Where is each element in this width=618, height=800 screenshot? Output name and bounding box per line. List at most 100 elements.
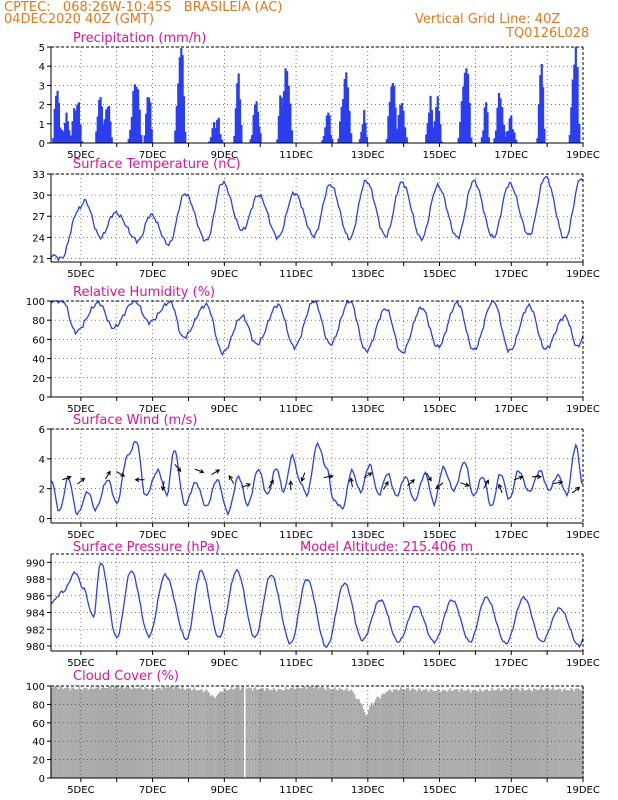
cloud-bar [514,688,517,778]
wind-arrow-head [120,472,126,477]
precip-bar [98,99,101,143]
cloud-bar [500,691,502,778]
wind-vector [62,475,72,481]
precip-bar [399,105,402,143]
wind-xtick-label: 9DEC [211,530,238,541]
cloud-bar [184,690,187,778]
precip-bar [217,117,220,143]
cloud-bar [209,696,212,778]
precip-bar [510,115,513,143]
cloud-bar [129,688,132,778]
precip-bar [279,95,282,143]
cloud-bar [413,688,415,778]
wind-ytick-label: 6 [39,425,45,436]
precip-bar [132,91,135,143]
cloud-bar [544,688,547,778]
cloud-bar [444,690,447,778]
cloud-bar [181,686,184,778]
cloud-bar [534,689,536,778]
precip-bar [568,134,571,143]
temp-xtick-label: 13DEC [351,269,385,280]
precip-bar [388,101,392,143]
cloud-bar [537,690,539,778]
cloud-xtick-label: 15DEC [423,785,457,796]
cloud-bar [287,689,290,778]
cloud-xtick-label: 17DEC [494,785,528,796]
precip-bar [402,110,405,143]
cloud-bar [290,687,293,778]
cloud-bar [525,689,528,778]
wind-arrow-shaft [268,480,274,489]
precip-xtick-label: 11DEC [279,150,313,161]
cloud-bar [263,690,266,778]
cloud-bar [205,689,208,778]
wind-arrow-shaft [162,481,165,491]
temp-xtick-label: 19DEC [566,269,600,280]
cloud-bar [95,687,97,778]
cloud-bar [284,687,287,778]
wind-vector [483,479,489,489]
cloud-bar [202,692,205,778]
precip-bar [234,108,237,143]
cloud-bar [301,688,303,778]
precip-bar [233,135,236,143]
precip-bar [147,97,151,143]
precip-bar [573,64,576,143]
cloud-bar [531,691,533,778]
cloud-bar [576,688,578,778]
pres-xtick-label: 5DEC [67,658,94,669]
precip-bar [60,129,64,143]
cloud-bar [323,688,326,778]
cloud-bar [232,689,234,778]
cloud-bar [242,686,245,778]
cloud-bar [86,688,88,778]
cloud-bar [579,689,581,778]
precip-bar [430,110,434,143]
precip-title: Precipitation (mm/h) [73,31,206,46]
precip-bar [465,68,468,143]
precip-ytick-label: 5 [39,43,45,54]
cloud-bar [350,689,353,778]
cloud-bar [59,686,61,778]
cloud-bar [160,689,163,778]
precip-bar [236,83,239,143]
cloud-bar [344,689,347,778]
cloud-bar [130,689,133,778]
cloud-bar [359,702,362,778]
cloud-bar [247,688,249,778]
precip-bar [432,127,435,143]
cloud-bar [77,689,79,778]
cloud-bar [141,689,143,778]
cloud-bar [99,689,102,778]
cloud-bar [416,691,418,778]
precip-bar [342,99,345,143]
precip-bar [258,126,261,143]
precip-bar [405,137,408,143]
cloud-bar [80,689,82,778]
precip-bar [497,92,501,143]
cloud-bar [269,689,272,778]
precip-bar [387,116,390,143]
cloud-bar [214,697,216,778]
precip-bar [537,104,540,143]
cloud-bar [56,687,58,778]
precip-bar [385,139,388,143]
precip-ytick-label: 4 [39,62,45,73]
cloud-ytick-label: 100 [26,682,45,693]
cloud-bar [109,686,112,778]
cloud-bar [227,689,230,778]
precip-bar [505,131,508,143]
precip-bar [483,107,486,143]
temp-xtick-label: 9DEC [211,269,238,280]
wind-vector [116,471,126,477]
cloud-bar [394,689,396,778]
temp-ytick-label: 30 [32,191,45,202]
cloud-bar [426,690,429,778]
cloud-bar [449,688,451,778]
temp-ytick-label: 24 [32,233,45,244]
rh-xtick-label: 15DEC [423,404,457,415]
cloud-bar [204,690,206,778]
wind-arrow-shaft [228,475,235,484]
rh-series-line [50,299,584,357]
cloud-bar [308,686,311,778]
